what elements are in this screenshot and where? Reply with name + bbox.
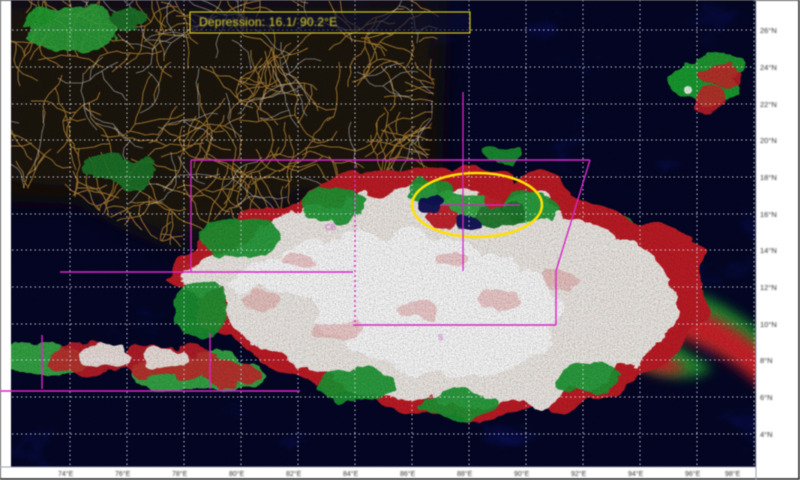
svg-text:Depression: 16.1/ 90.2°E: Depression: 16.1/ 90.2°E bbox=[199, 15, 337, 29]
svg-text:76°E: 76°E bbox=[115, 470, 131, 478]
svg-text:26°N: 26°N bbox=[760, 26, 777, 35]
svg-text:4°N: 4°N bbox=[760, 430, 773, 439]
svg-text:6°N: 6°N bbox=[760, 393, 773, 402]
svg-text:10°N: 10°N bbox=[760, 320, 777, 329]
svg-text:22°N: 22°N bbox=[760, 100, 777, 109]
svg-text:18°N: 18°N bbox=[760, 173, 777, 182]
svg-text:80°E: 80°E bbox=[229, 470, 245, 478]
svg-text:CB: CB bbox=[325, 223, 336, 232]
svg-text:8°N: 8°N bbox=[760, 356, 773, 365]
svg-text:82°E: 82°E bbox=[286, 470, 302, 478]
svg-text:14°N: 14°N bbox=[760, 246, 777, 255]
svg-text:98°E: 98°E bbox=[725, 470, 741, 478]
svg-text:90°E: 90°E bbox=[514, 470, 530, 478]
svg-text:20°N: 20°N bbox=[760, 136, 777, 145]
svg-text:94°E: 94°E bbox=[628, 470, 644, 478]
svg-text:88°E: 88°E bbox=[457, 470, 473, 478]
svg-text:S: S bbox=[438, 333, 443, 342]
svg-text:96°E: 96°E bbox=[685, 470, 701, 478]
svg-text:92°E: 92°E bbox=[571, 470, 587, 478]
svg-text:24°N: 24°N bbox=[760, 63, 777, 72]
svg-text:16°N: 16°N bbox=[760, 210, 777, 219]
svg-text:78°E: 78°E bbox=[172, 470, 188, 478]
svg-text:86°E: 86°E bbox=[400, 470, 416, 478]
svg-text:12°N: 12°N bbox=[760, 283, 777, 292]
svg-text:84°E: 84°E bbox=[343, 470, 359, 478]
svg-text:74°E: 74°E bbox=[58, 470, 74, 478]
